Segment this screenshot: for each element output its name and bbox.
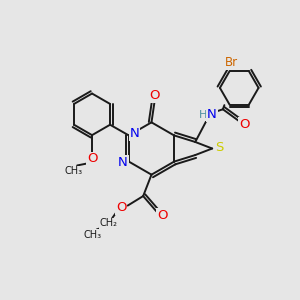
Text: N: N [118,156,128,169]
Text: N: N [130,128,140,140]
Text: CH₃: CH₃ [84,230,102,240]
Text: Br: Br [225,56,238,69]
Text: CH₂: CH₂ [99,218,117,228]
Text: O: O [149,89,160,102]
Text: S: S [215,141,224,154]
Text: O: O [116,202,126,214]
Text: CH₃: CH₃ [64,167,83,176]
Text: H: H [199,110,207,120]
Text: N: N [207,108,217,121]
Text: O: O [157,208,168,222]
Text: O: O [87,152,97,165]
Text: O: O [239,118,250,131]
